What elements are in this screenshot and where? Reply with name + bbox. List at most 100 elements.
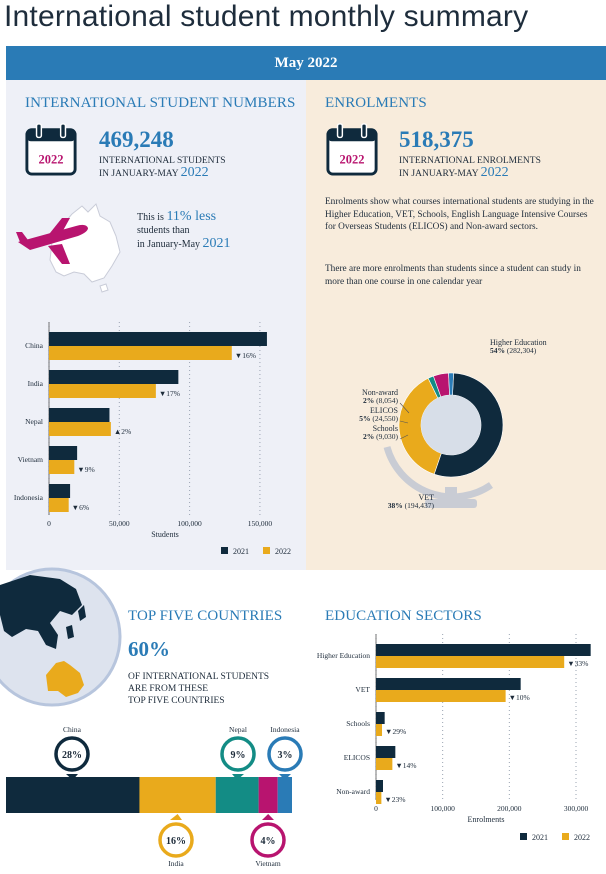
calendar-year: 2022 [339, 152, 364, 166]
category-label: Non-award [336, 787, 370, 796]
category-label: VET [355, 685, 370, 694]
leader-line [399, 420, 409, 424]
legend-swatch-2021 [520, 833, 527, 840]
sectors-bar-chart: 0 100,000 200,000 300,000 Higher Education ▼3… [317, 634, 591, 842]
legend-swatch-2022 [263, 547, 270, 554]
bar-2022 [376, 690, 506, 702]
donut-value-label: 2% (9,030) [363, 432, 398, 441]
bar-2021 [376, 678, 521, 690]
enrolments-section-title: ENROLMENTS [325, 95, 427, 111]
badge-pointer [262, 814, 274, 820]
x-tick-label: 200,000 [497, 804, 522, 813]
percent-badge [220, 736, 256, 772]
month-banner: May 2022 [6, 46, 606, 80]
sectors-title: EDUCATION SECTORS [325, 608, 482, 624]
change-label: ▲2% [114, 427, 131, 436]
change-label: ▼16% [235, 351, 256, 360]
badge-pointer [170, 814, 182, 820]
x-tick-label: 50,000 [109, 519, 130, 528]
country-label: Vietnam [255, 859, 281, 868]
bar-2022 [376, 758, 393, 770]
bar-2022 [49, 460, 75, 474]
bar-2021 [49, 332, 267, 346]
bar-2022 [49, 422, 111, 436]
bar-2022 [376, 724, 383, 736]
donut-value-label: 54% (282,304) [490, 346, 537, 355]
donut-category-label: VET [418, 493, 434, 502]
bar-2022 [376, 656, 565, 668]
donut-slice [448, 372, 454, 396]
badge-pointer [279, 774, 291, 780]
change-label: ▼9% [77, 465, 94, 474]
donut-category-label: Higher Education [490, 338, 547, 347]
bar-2021 [49, 370, 179, 384]
category-label: Higher Education [317, 651, 370, 660]
x-tick-label: 0 [47, 519, 51, 528]
badge-pointer [232, 774, 244, 780]
x-axis-title: Students [151, 530, 179, 539]
change-label: ▼29% [385, 727, 406, 736]
bar-2022 [376, 792, 382, 804]
globe-stand-base [425, 499, 477, 508]
enrolments-caption: INTERNATIONAL ENROLMENTS IN JANUARY-MAY … [399, 156, 541, 180]
x-tick-label: 100,000 [177, 519, 202, 528]
calendar-icon: 2022 [25, 123, 77, 176]
donut-value-label: 2% (8,054) [363, 396, 398, 405]
page-title: International student monthly summary [4, 0, 529, 33]
donut-category-label: Non-award [362, 388, 398, 397]
leader-line [399, 434, 409, 440]
donut-value-label: 38% (194,437) [388, 501, 435, 510]
percent-badge [250, 822, 286, 858]
x-tick-label: 150,000 [248, 519, 273, 528]
calendar-year: 2022 [38, 152, 63, 166]
percent-badge-label: 4% [261, 836, 276, 847]
legend-label-2021: 2021 [233, 547, 249, 556]
bar-2021 [376, 712, 385, 724]
leader-line [399, 402, 410, 414]
x-tick-label: 300,000 [564, 804, 589, 813]
category-label: India [28, 379, 44, 388]
donut-hole [421, 395, 481, 455]
change-label: ▼10% [509, 693, 530, 702]
bar-2021 [49, 484, 71, 498]
calendar-icon: 2022 [326, 123, 378, 176]
top-five-share-chart: 28% China 16% India 9% Nepal 4% Vietnam 3% Indone… [6, 725, 303, 868]
bar-2021 [49, 408, 110, 422]
country-label: Indonesia [270, 725, 300, 734]
enrolments-note: There are more enrolments than students … [325, 264, 581, 287]
legend-swatch-2022 [562, 833, 569, 840]
category-label: Vietnam [18, 455, 44, 464]
bar-2021 [376, 780, 383, 792]
category-label: Nepal [25, 417, 43, 426]
bar-2021 [49, 446, 78, 460]
students-caption: INTERNATIONAL STUDENTS IN JANUARY-MAY 20… [99, 156, 226, 180]
country-label: Nepal [229, 725, 247, 734]
percent-badge-label: 9% [231, 750, 246, 761]
percent-badge [267, 736, 303, 772]
percent-badge-label: 28% [62, 750, 82, 761]
change-label: ▼23% [384, 795, 405, 804]
top-five-title: TOP FIVE COUNTRIES [128, 608, 283, 624]
enrolments-total: 518,375 [399, 127, 474, 152]
category-label: China [25, 341, 44, 350]
legend-label-2022: 2022 [275, 547, 291, 556]
x-tick-label: 100,000 [430, 804, 455, 813]
category-label: Schools [346, 719, 370, 728]
bar-2022 [49, 346, 232, 360]
percent-badge [158, 822, 194, 858]
bar-2022 [49, 498, 69, 512]
donut-category-label: Schools [373, 424, 398, 433]
bar-2021 [376, 746, 396, 758]
countries-bar-chart: 0 50,000 100,000 150,000 China ▼16% India ▼17% N… [14, 322, 291, 556]
bar-2021 [376, 644, 591, 656]
category-label: Indonesia [14, 493, 44, 502]
globe-stand-neck [445, 487, 457, 499]
x-axis-title: Enrolments [468, 815, 505, 824]
percent-badge [54, 736, 90, 772]
legend-label-2021: 2021 [532, 833, 548, 842]
asia-globe-icon [0, 567, 122, 707]
badge-pointer [66, 774, 78, 780]
legend-label-2022: 2022 [574, 833, 590, 842]
share-segment [215, 777, 259, 813]
